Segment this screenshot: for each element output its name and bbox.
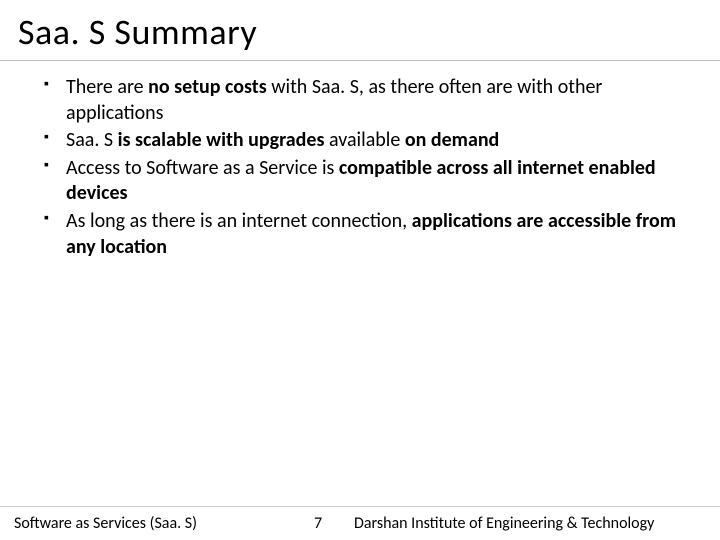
bullet-item: As long as there is an internet connecti…: [44, 209, 676, 260]
slide-title: Saa. S Summary: [0, 0, 720, 61]
slide-body: There are no setup costs with Saa. S, as…: [0, 61, 720, 540]
footer-left: Software as Services (Saa. S): [0, 514, 300, 533]
footer-right: Darshan Institute of Engineering & Techn…: [336, 514, 720, 533]
text-run: There are: [66, 75, 148, 99]
footer-page: 7: [300, 514, 336, 533]
text-run: on demand: [405, 128, 499, 152]
bullet-item: Access to Software as a Service is compa…: [44, 156, 676, 207]
slide-footer: Software as Services (Saa. S) 7 Darshan …: [0, 506, 720, 540]
bullet-item: There are no setup costs with Saa. S, as…: [44, 75, 676, 126]
text-run: As long as there is an internet connecti…: [66, 209, 412, 233]
text-run: is scalable with upgrades: [118, 128, 325, 152]
bullet-item: Saa. S is scalable with upgrades availab…: [44, 128, 676, 154]
text-run: Saa. S: [66, 128, 118, 152]
text-run: available: [324, 128, 404, 152]
text-run: no setup costs: [148, 75, 267, 99]
bullet-list: There are no setup costs with Saa. S, as…: [44, 75, 676, 260]
text-run: Access to Software as a Service is: [66, 156, 339, 180]
